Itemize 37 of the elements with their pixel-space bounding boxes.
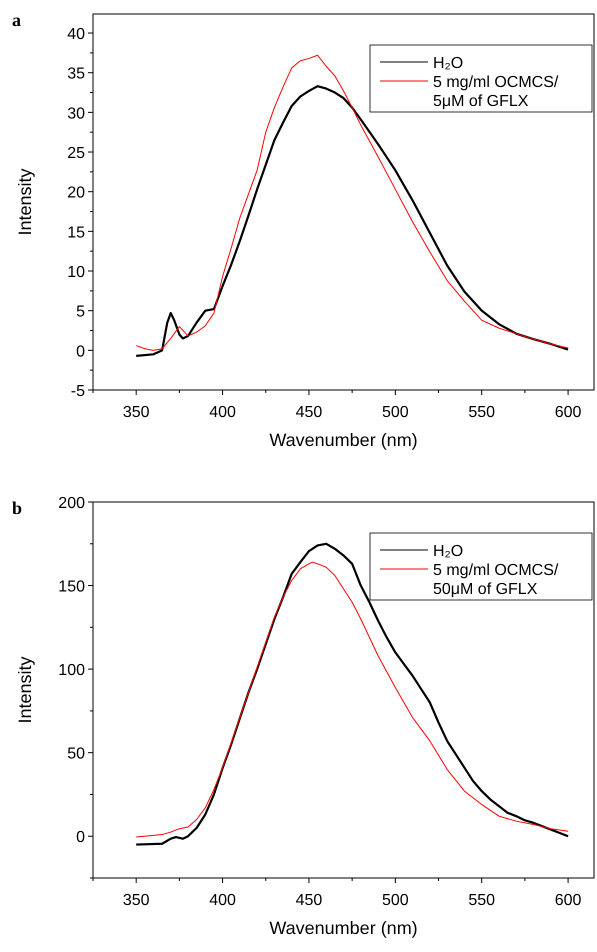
x-tick-label: 500	[382, 404, 409, 421]
x-tick-label: 350	[122, 892, 150, 909]
y-tick-label: 50	[67, 746, 86, 763]
y-tick-label: 0	[76, 829, 86, 846]
x-axis-title: Wavenumber (nm)	[269, 430, 418, 450]
y-axis-title: Intensity	[15, 656, 35, 724]
x-tick-label: 550	[468, 892, 496, 909]
y-tick-label: -5	[70, 383, 86, 400]
x-tick-label: 400	[209, 404, 236, 421]
y-tick-label: 25	[67, 145, 86, 162]
x-tick-label: 500	[382, 892, 409, 909]
y-tick-label: 5	[76, 304, 86, 321]
x-tick-label: 600	[554, 892, 582, 909]
x-tick-label: 400	[209, 892, 236, 909]
x-tick-label: 350	[122, 404, 150, 421]
y-tick-label: 10	[67, 264, 86, 282]
y-tick-label: 20	[67, 184, 86, 202]
x-tick-label: 600	[554, 404, 582, 421]
y-tick-label: 35	[67, 66, 86, 83]
x-tick-label: 550	[468, 404, 496, 421]
x-axis-title: Wavenumber (nm)	[269, 918, 418, 938]
x-tick-label: 450	[296, 892, 322, 909]
y-tick-label: 100	[58, 662, 86, 680]
legend-label: H₂O	[433, 55, 464, 72]
y-tick-label: 30	[67, 105, 86, 122]
y-tick-label: 0	[76, 343, 86, 360]
legend-label: 5 mg/ml OCMCS/ 5μM of GFLX	[433, 74, 559, 110]
legend-label: H₂O	[433, 543, 464, 560]
y-tick-label: 200	[58, 495, 86, 512]
y-axis-title: Intensity	[15, 168, 35, 236]
x-tick-label: 450	[296, 404, 322, 421]
y-tick-label: 150	[58, 578, 86, 596]
legend-label: 5 mg/ml OCMCS/ 50μM of GFLX	[433, 562, 559, 598]
y-tick-label: 40	[67, 26, 86, 44]
text: a	[12, 10, 21, 30]
text: b	[12, 498, 22, 518]
y-tick-label: 15	[67, 224, 86, 242]
